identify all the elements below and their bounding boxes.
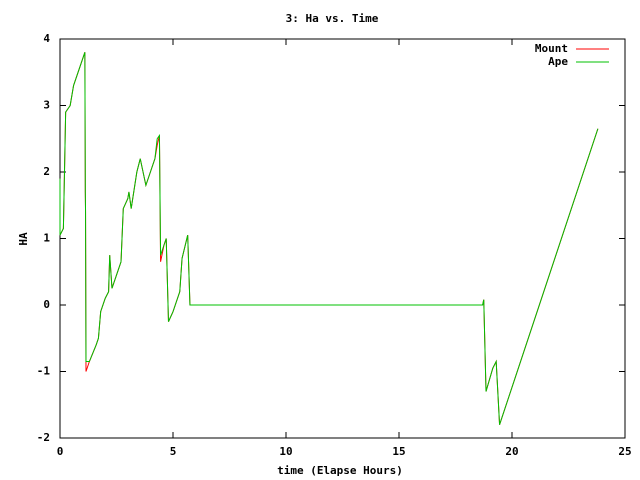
y-tick-label: 4: [43, 32, 50, 45]
chart-title: 3: Ha vs. Time: [286, 12, 379, 25]
y-tick-label: 1: [43, 232, 50, 245]
x-tick-label: 10: [279, 445, 292, 458]
y-axis-label: HA: [17, 232, 30, 246]
legend-label: Mount: [535, 42, 568, 55]
y-tick-label: -1: [37, 365, 51, 378]
x-tick-label: 5: [170, 445, 177, 458]
series-line: [59, 52, 599, 425]
legend-label: Ape: [548, 55, 568, 68]
y-tick-label: 0: [43, 298, 50, 311]
x-tick-label: 0: [57, 445, 64, 458]
y-tick-label: 2: [43, 165, 50, 178]
series-line: [59, 52, 599, 425]
x-tick-label: 15: [392, 445, 405, 458]
y-tick-label: 3: [43, 99, 50, 112]
plot-border: [59, 38, 626, 439]
y-tick-label: -2: [37, 431, 50, 444]
x-axis-label: time (Elapse Hours): [277, 464, 403, 477]
x-tick-label: 25: [618, 445, 631, 458]
x-tick-label: 20: [505, 445, 518, 458]
